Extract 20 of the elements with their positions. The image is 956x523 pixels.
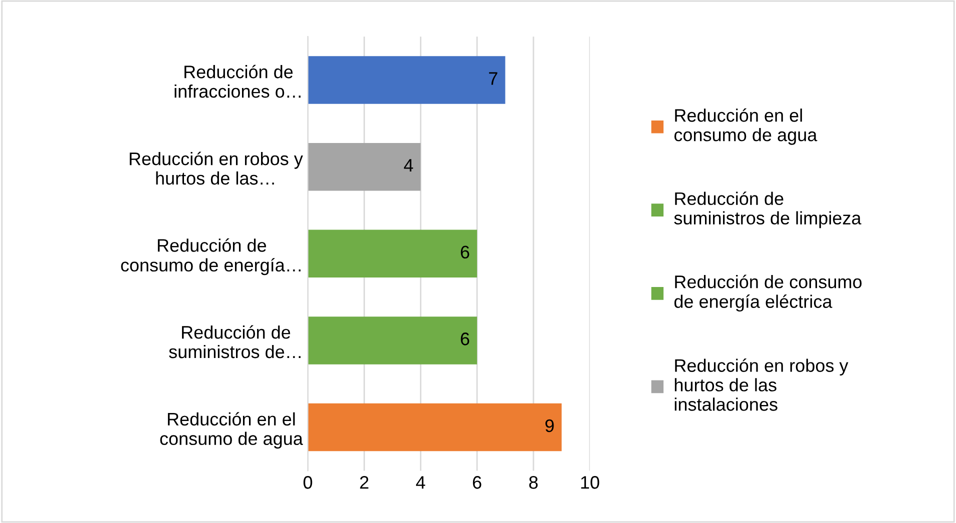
x-tick-label: 8	[529, 476, 538, 489]
data-label: 6	[460, 332, 470, 346]
y-tick-label: Reducción en robos y hurtos de las…	[130, 152, 303, 185]
x-tick-label: 0	[304, 476, 312, 489]
y-tick-label: Reducción en el consumo de agua	[160, 412, 303, 449]
x-tick-label: 6	[472, 476, 482, 489]
x-tick-label: 2	[360, 476, 368, 489]
y-tick-label: Reducción de consumo de energía…	[121, 238, 301, 276]
y-tick-label: Reducción de suministros de…	[169, 325, 301, 358]
x-tick-label: 10	[581, 476, 600, 489]
x-tick-label: 4	[416, 476, 426, 489]
data-label: 6	[460, 246, 470, 258]
data-label: 9	[545, 419, 554, 432]
legend-label: Reducción de consumo de energía eléctrica	[674, 274, 862, 312]
legend-label: Reducción en el consumo de agua	[674, 108, 818, 145]
legend-label: Reducción en robos y hurtos de las instalaciones	[674, 358, 848, 411]
data-label: 4	[404, 159, 414, 172]
y-tick-label: Reducción de infracciones o…	[174, 64, 301, 98]
data-label: 7	[489, 72, 498, 85]
legend-label: Reducción de suministros de limpieza	[674, 192, 862, 228]
